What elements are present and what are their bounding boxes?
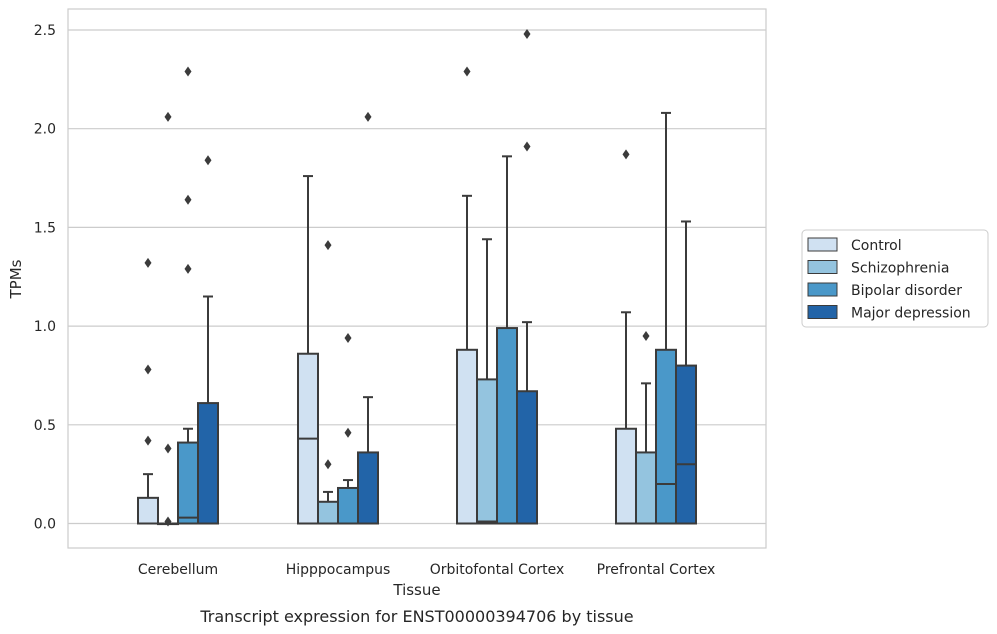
outlier-point [164, 111, 172, 122]
box [177, 66, 199, 525]
legend-frame [801, 229, 989, 328]
x-tick-label: Hipppocampus [286, 562, 391, 578]
outlier-point [523, 141, 531, 152]
box [516, 28, 538, 525]
y-tick-label: 0.5 [34, 418, 56, 434]
legend: Control Schizophrenia Bipolar disorder Majo… [801, 229, 989, 328]
x-tick-label: Prefrontal Cortex [597, 562, 716, 578]
outlier-point [324, 240, 332, 251]
legend-label: Control [851, 238, 902, 254]
outlier-point [324, 459, 332, 470]
box-rect [496, 327, 518, 525]
y-tick-label: 1.5 [34, 220, 56, 236]
outlier-point [184, 66, 192, 77]
outlier-point [204, 155, 212, 166]
y-tick-label: 2.5 [34, 23, 56, 39]
outlier-point [642, 330, 650, 341]
y-axis-ticks: 0.0 0.5 1.0 1.5 2.0 2.5 [34, 23, 56, 533]
box-rect [675, 364, 697, 525]
outlier-point [184, 263, 192, 274]
legend-label: Bipolar disorder [851, 283, 962, 299]
box-rect [655, 348, 677, 525]
legend-swatch [807, 305, 838, 319]
box-rect [516, 390, 538, 525]
box-rect [317, 500, 339, 525]
box-rect [337, 486, 359, 525]
outlier-point [523, 28, 531, 39]
x-axis-label: Tissue [392, 581, 440, 599]
legend-label: Schizophrenia [851, 261, 949, 277]
chart-caption: Transcript expression for ENST0000039470… [199, 607, 633, 626]
legend-label: Major depression [851, 306, 971, 322]
box-rect [137, 496, 159, 525]
legend-swatch [807, 282, 838, 297]
box [197, 155, 219, 525]
outlier-point [164, 443, 172, 454]
box-rect [357, 451, 379, 525]
outlier-point [364, 111, 372, 122]
x-tick-label: Orbitofontal Cortex [430, 562, 565, 578]
outlier-point [463, 66, 471, 77]
x-axis-ticks: Cerebellum Hipppocampus Orbitofontal Corte… [138, 562, 715, 578]
box-rect [456, 348, 478, 525]
box-rect [615, 427, 637, 525]
box-rect [476, 378, 498, 525]
box [297, 175, 319, 525]
outlier-point [144, 364, 152, 375]
series-major-depression [197, 28, 697, 525]
series-control [137, 66, 637, 525]
box-groups [137, 28, 697, 527]
box-rect [197, 402, 219, 525]
outlier-point [184, 194, 192, 205]
outlier-point [622, 149, 630, 160]
box-rect [177, 441, 199, 525]
y-axis-label: TPMs [7, 259, 25, 299]
outlier-point [344, 332, 352, 343]
y-tick-label: 0.0 [34, 517, 56, 533]
legend-swatch [807, 260, 838, 274]
box [456, 66, 478, 525]
outlier-point [144, 435, 152, 446]
box [337, 332, 359, 525]
outlier-point [144, 257, 152, 268]
box [675, 220, 697, 525]
box-rect [635, 451, 657, 525]
box [357, 111, 379, 525]
box [655, 111, 677, 525]
y-tick-label: 2.0 [34, 122, 56, 138]
outlier-point [344, 427, 352, 438]
series-bipolar-disorder [177, 66, 677, 525]
box [157, 111, 179, 527]
outlier-point [164, 516, 172, 527]
legend-swatch [807, 237, 838, 252]
x-tick-label: Cerebellum [138, 562, 218, 578]
box [317, 240, 339, 525]
y-tick-label: 1.0 [34, 319, 56, 335]
box [137, 257, 159, 525]
series-schizophrenia [157, 111, 657, 527]
